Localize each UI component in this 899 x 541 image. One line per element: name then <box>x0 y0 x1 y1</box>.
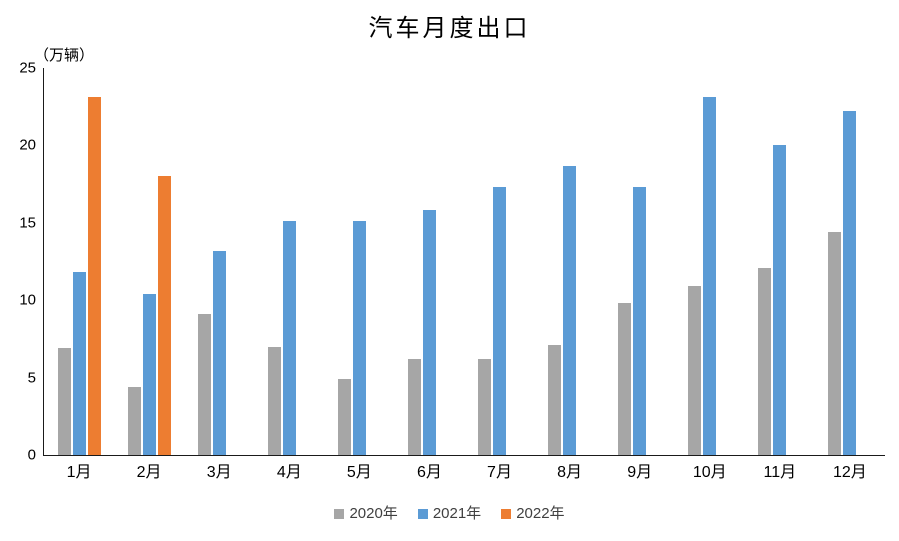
bar-2020年-12月 <box>828 232 842 455</box>
y-axis-tick-label: 5 <box>27 369 36 387</box>
y-axis-tick-label: 10 <box>19 291 36 309</box>
bar-2021年-11月 <box>773 145 787 455</box>
x-axis-label: 12月 <box>832 464 867 481</box>
legend-label: 2020年 <box>349 505 398 522</box>
bar-2020年-6月 <box>407 359 421 455</box>
bar-2020年-7月 <box>478 359 491 455</box>
bar-2021年-2月 <box>142 294 156 455</box>
bar-group-4月: 4月 <box>254 68 324 481</box>
bar-2020年-2月 <box>127 386 141 455</box>
x-axis-label: 5月 <box>346 464 372 481</box>
bar-2021年-12月 <box>843 111 857 455</box>
bar-2022年-1月 <box>87 97 101 455</box>
x-axis-label: 3月 <box>206 464 232 481</box>
x-axis-label: 1月 <box>66 464 92 481</box>
legend-label: 2021年 <box>432 505 482 522</box>
legend-swatch-icon <box>334 508 345 519</box>
bar-2021年-10月 <box>703 97 717 455</box>
bar-2021年-9月 <box>633 187 647 455</box>
x-axis-label: 7月 <box>487 464 512 481</box>
legend-item-2020年: 2020年 <box>334 505 398 522</box>
legend-swatch-icon <box>501 508 512 519</box>
bar-2021年-3月 <box>212 250 226 455</box>
y-axis-unit-label: （万辆） <box>34 47 95 64</box>
bar-group-12月: 12月 <box>815 68 885 481</box>
bar-group-1月: 1月 <box>44 68 114 481</box>
bar-2020年-8月 <box>548 345 562 455</box>
legend-swatch-icon <box>417 508 428 519</box>
x-axis-label: 4月 <box>276 464 302 481</box>
bar-2020年-3月 <box>197 314 211 455</box>
bar-2020年-9月 <box>618 303 632 455</box>
bar-2020年-4月 <box>267 346 281 455</box>
bar-2020年-5月 <box>337 379 351 455</box>
plot-area: 1月 2月 3月 4月 5月 6月 7月 8月 9月 10月 11月 12月 <box>43 68 885 481</box>
bar-groups: 1月 2月 3月 4月 5月 6月 7月 8月 9月 10月 11月 12月 <box>44 68 885 481</box>
y-axis-tick-label: 0 <box>27 446 36 464</box>
legend-item-2021年: 2021年 <box>417 505 482 522</box>
bar-group-11月: 11月 <box>745 68 815 481</box>
bar-group-3月: 3月 <box>184 68 254 481</box>
bar-2022年-2月 <box>157 176 171 455</box>
bar-2020年-11月 <box>758 267 772 455</box>
x-axis-label: 6月 <box>416 464 442 481</box>
y-axis-tick-label: 20 <box>19 136 36 154</box>
x-axis-label: 11月 <box>763 464 797 481</box>
bar-2021年-6月 <box>422 210 436 455</box>
bar-group-7月: 7月 <box>464 68 534 481</box>
legend: 2020年 2021年 2022年 <box>0 506 899 521</box>
legend-label: 2022年 <box>516 505 565 522</box>
bar-group-2月: 2月 <box>114 68 184 481</box>
x-axis-label: 9月 <box>627 464 653 481</box>
legend-item-2022年: 2022年 <box>501 505 565 522</box>
bar-2021年-5月 <box>352 221 366 455</box>
bar-2020年-10月 <box>688 286 702 455</box>
bar-2021年-7月 <box>493 187 506 455</box>
chart-title: 汽车月度出口 <box>368 14 531 42</box>
bar-group-10月: 10月 <box>675 68 745 481</box>
x-axis-label: 10月 <box>692 464 727 481</box>
bar-2021年-8月 <box>563 165 577 455</box>
bar-group-5月: 5月 <box>324 68 394 481</box>
bar-2020年-1月 <box>57 348 71 455</box>
x-axis-label: 2月 <box>136 464 162 481</box>
bar-2021年-4月 <box>282 221 296 455</box>
bar-group-8月: 8月 <box>535 68 605 481</box>
x-axis-label: 8月 <box>557 464 583 481</box>
bar-2021年-1月 <box>72 272 86 455</box>
bar-group-9月: 9月 <box>605 68 675 481</box>
y-axis-tick-label: 25 <box>19 59 36 77</box>
y-axis-tick-label: 15 <box>19 214 36 232</box>
y-axis: 0 5 10 15 20 25 <box>0 61 36 463</box>
bar-group-6月: 6月 <box>394 68 464 481</box>
